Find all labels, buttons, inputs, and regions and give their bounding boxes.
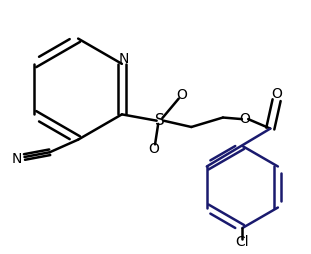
Text: O: O — [176, 88, 187, 102]
Text: N: N — [118, 52, 129, 66]
Text: N: N — [12, 152, 22, 166]
Text: O: O — [271, 87, 282, 102]
Text: O: O — [148, 142, 159, 156]
Text: O: O — [239, 112, 250, 126]
Text: Cl: Cl — [235, 235, 249, 249]
Text: S: S — [155, 113, 165, 128]
